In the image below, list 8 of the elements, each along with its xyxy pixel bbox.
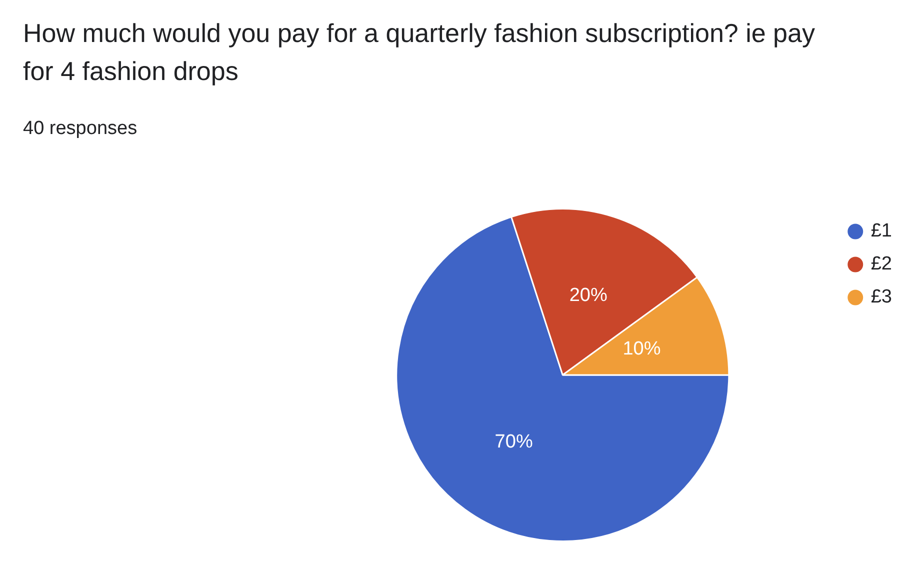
data-label: 70% bbox=[494, 431, 533, 452]
data-label: 20% bbox=[569, 285, 608, 306]
text: 40 responses bbox=[23, 118, 138, 140]
legend-label: £1 bbox=[870, 220, 892, 242]
legend-label: £3 bbox=[870, 286, 892, 308]
legend-label: £2 bbox=[870, 254, 892, 275]
chart-title: How much would you pay for a quarterly fashion subscription? ie pay for 4 fashion drops bbox=[23, 17, 816, 88]
data-label: 10% bbox=[622, 338, 661, 360]
